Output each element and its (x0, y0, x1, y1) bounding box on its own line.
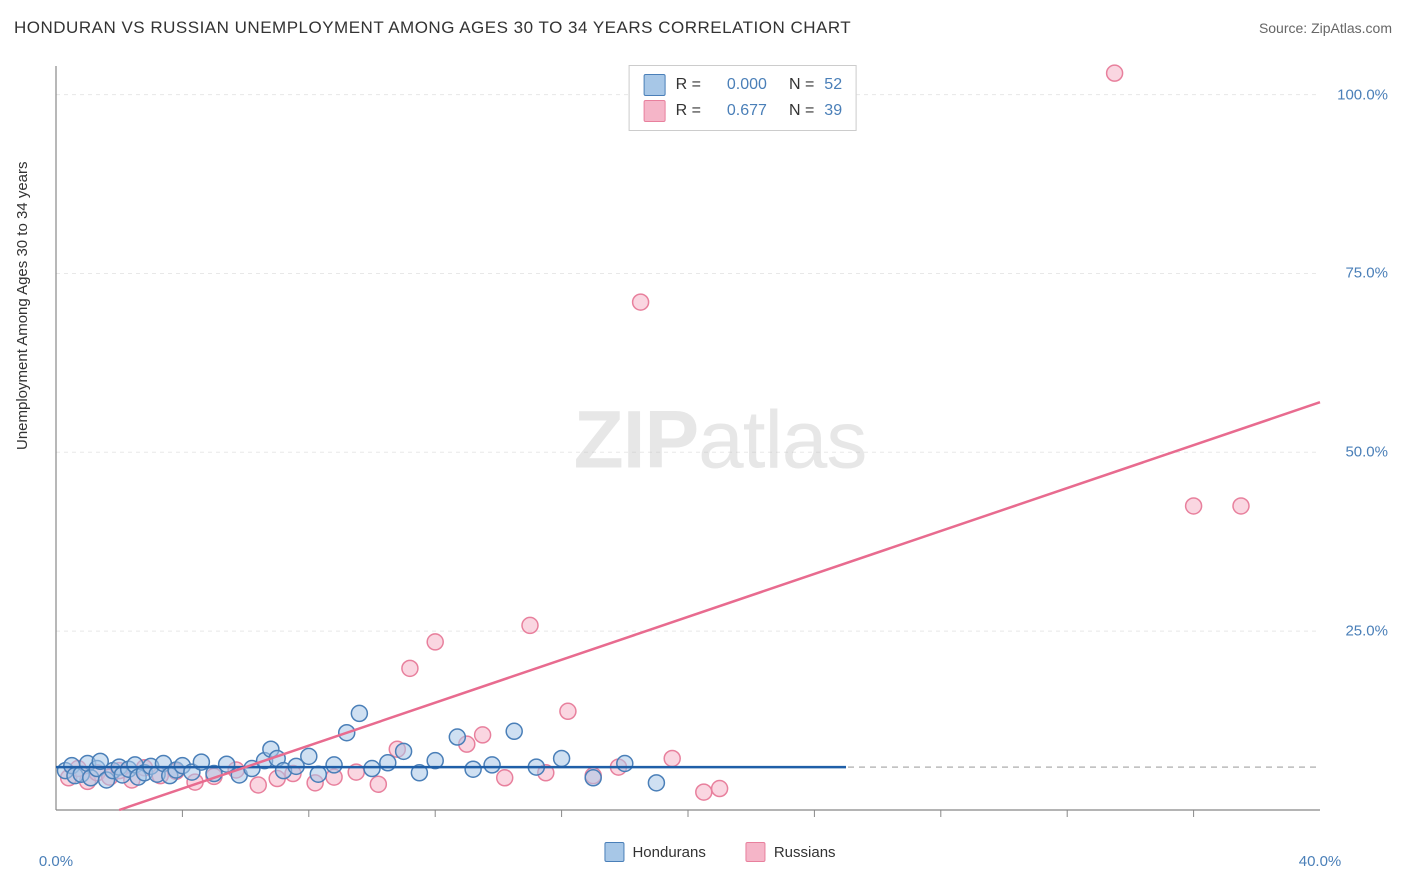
stats-row-russians: R = 0.677 N = 39 (644, 98, 842, 124)
stats-row-hondurans: R = 0.000 N = 52 (644, 72, 842, 98)
swatch-russian-icon (644, 100, 666, 122)
source-label: Source: ZipAtlas.com (1259, 20, 1392, 36)
legend-russians: Russians (746, 842, 836, 862)
swatch-honduran-icon (644, 74, 666, 96)
y-axis-label: Unemployment Among Ages 30 to 34 years (14, 161, 31, 450)
swatch-honduran-icon (604, 842, 624, 862)
chart-title: HONDURAN VS RUSSIAN UNEMPLOYMENT AMONG A… (14, 18, 851, 38)
swatch-russian-icon (746, 842, 766, 862)
chart-header: HONDURAN VS RUSSIAN UNEMPLOYMENT AMONG A… (14, 18, 1392, 38)
legend-hondurans: Hondurans (604, 842, 705, 862)
stats-legend: R = 0.000 N = 52 R = 0.677 N = 39 (629, 65, 857, 131)
plot-area: ZIPatlas R = 0.000 N = 52 R = 0.677 N = … (50, 60, 1390, 840)
chart-svg (50, 60, 1390, 840)
series-legend: Hondurans Russians (604, 842, 835, 862)
